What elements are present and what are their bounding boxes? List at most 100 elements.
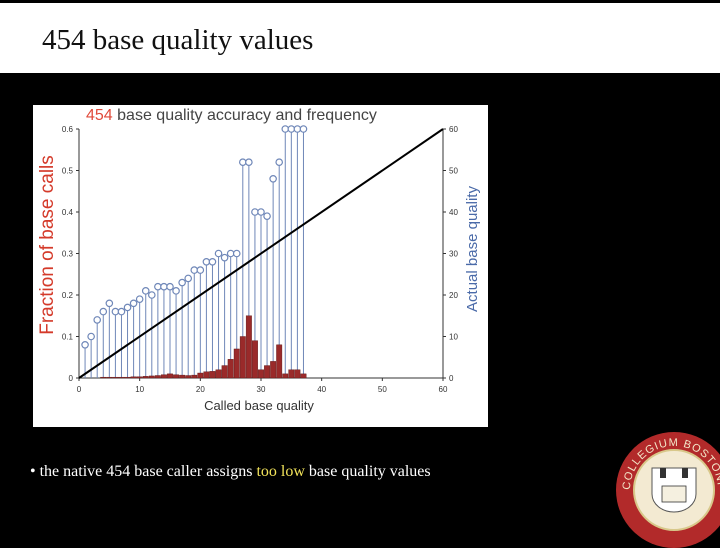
frequency-bar (179, 374, 186, 379)
frequency-bar (276, 344, 283, 379)
seal-book-shape (661, 485, 687, 503)
y-axis-left-label: Fraction of base calls (37, 155, 58, 335)
y-left-tick-label: 0.1 (62, 333, 74, 342)
frequency-bar (148, 375, 155, 379)
actual-quality-point (269, 175, 277, 183)
x-tick-label: 20 (196, 385, 205, 394)
actual-quality-point (190, 266, 199, 274)
actual-quality-point (202, 258, 211, 266)
actual-quality-point (172, 287, 180, 295)
actual-quality-point (178, 278, 186, 287)
actual-quality-point (117, 307, 126, 316)
actual-quality-point (214, 249, 223, 258)
y-right-tick-label: 60 (449, 125, 458, 134)
frequency-bar (282, 373, 289, 379)
y-left-tick-label: 0.2 (62, 291, 74, 300)
frequency-bar (252, 340, 258, 379)
x-tick-label: 0 (77, 385, 82, 394)
actual-quality-point (275, 158, 284, 167)
actual-quality-point (93, 316, 101, 324)
frequency-bar (161, 374, 167, 379)
y-left-tick-label: 0.4 (62, 208, 74, 217)
calibration-diagonal-line (78, 128, 444, 379)
title-bar: 454 base quality values (0, 0, 720, 73)
frequency-bar (154, 375, 161, 379)
actual-quality-point (105, 299, 114, 308)
y-right-tick-label: 0 (449, 374, 454, 383)
frequency-bar (203, 371, 210, 379)
actual-quality-point (166, 282, 174, 291)
frequency-bar (173, 374, 179, 379)
frequency-bar (106, 376, 113, 379)
actual-quality-point (257, 208, 265, 216)
frequency-bar (245, 315, 252, 379)
actual-quality-point (232, 249, 241, 258)
frequency-bar (294, 369, 301, 379)
y-left-tick-label: 0.3 (62, 250, 74, 259)
frequency-bar (100, 376, 107, 379)
bullet-highlight: too low (256, 463, 305, 480)
actual-quality-point (287, 125, 296, 133)
frequency-bar (300, 373, 307, 379)
actual-quality-point (251, 208, 259, 216)
chart-title-rest: base quality accuracy and frequency (113, 107, 377, 124)
frequency-bar (185, 375, 192, 379)
college-seal-logo: COLLEGIUM BOSTONIENSE (612, 428, 720, 548)
actual-quality-point (220, 253, 229, 262)
frequency-bar (167, 373, 173, 379)
quality-chart: 454 base quality accuracy and frequency … (37, 107, 481, 413)
x-tick-label: 50 (378, 385, 387, 394)
y-right-tick-label: 10 (449, 333, 458, 342)
chart-figure: 454 base quality accuracy and frequency … (33, 105, 488, 427)
bullet-marker: • (30, 463, 36, 480)
frequency-bar (136, 376, 143, 379)
actual-quality-point (263, 212, 271, 220)
actual-quality-point (226, 249, 235, 258)
chart-title-prefix: 454 (86, 107, 113, 124)
frequency-bar (270, 361, 277, 379)
frequency-bar (197, 372, 204, 379)
y-right-tick-label: 50 (449, 167, 458, 176)
actual-quality-point (239, 158, 247, 167)
frequency-bar (124, 376, 131, 379)
top-edge-divider (0, 0, 720, 3)
x-axis-label: Called base quality (204, 398, 314, 413)
actual-quality-point (81, 341, 89, 349)
bullet-text-before: the native 454 base caller assigns (35, 463, 257, 480)
actual-quality-point (196, 266, 205, 274)
actual-quality-point (281, 125, 290, 133)
actual-quality-point (148, 291, 156, 299)
frequency-bar (288, 369, 295, 379)
actual-quality-point (184, 274, 193, 283)
x-tick-label: 40 (317, 385, 326, 394)
frequency-bar (215, 369, 222, 379)
y-right-tick-label: 30 (449, 250, 458, 259)
seal-crown-mark (660, 468, 666, 478)
frequency-bar (142, 376, 149, 379)
y-right-tick-label: 20 (449, 291, 458, 300)
frequency-bar (264, 365, 270, 379)
frequency-bar (112, 376, 119, 379)
y-left-tick-label: 0.6 (62, 125, 74, 134)
y-right-tick-label: 40 (449, 208, 458, 217)
x-tick-label: 30 (257, 385, 266, 394)
actual-quality-point (87, 332, 95, 341)
actual-quality-point (141, 287, 150, 295)
frequency-bar (118, 376, 125, 379)
bullet-text-after: base quality values (304, 463, 431, 480)
frequency-bar (239, 336, 246, 379)
actual-quality-point (154, 282, 162, 291)
frequency-bar (221, 365, 228, 379)
actual-quality-point (293, 125, 302, 133)
y-axis-right-label: Actual base quality (464, 186, 481, 312)
x-tick-label: 10 (135, 385, 144, 394)
chart-title: 454 base quality accuracy and frequency (86, 107, 377, 124)
frequency-bar (130, 376, 137, 379)
frequency-bar (233, 348, 240, 379)
actual-quality-point (299, 125, 308, 133)
actual-quality-point (160, 282, 168, 291)
actual-quality-point (208, 258, 217, 266)
actual-quality-point (129, 299, 138, 308)
actual-quality-point (123, 303, 132, 312)
seal-crown-mark (682, 468, 688, 478)
